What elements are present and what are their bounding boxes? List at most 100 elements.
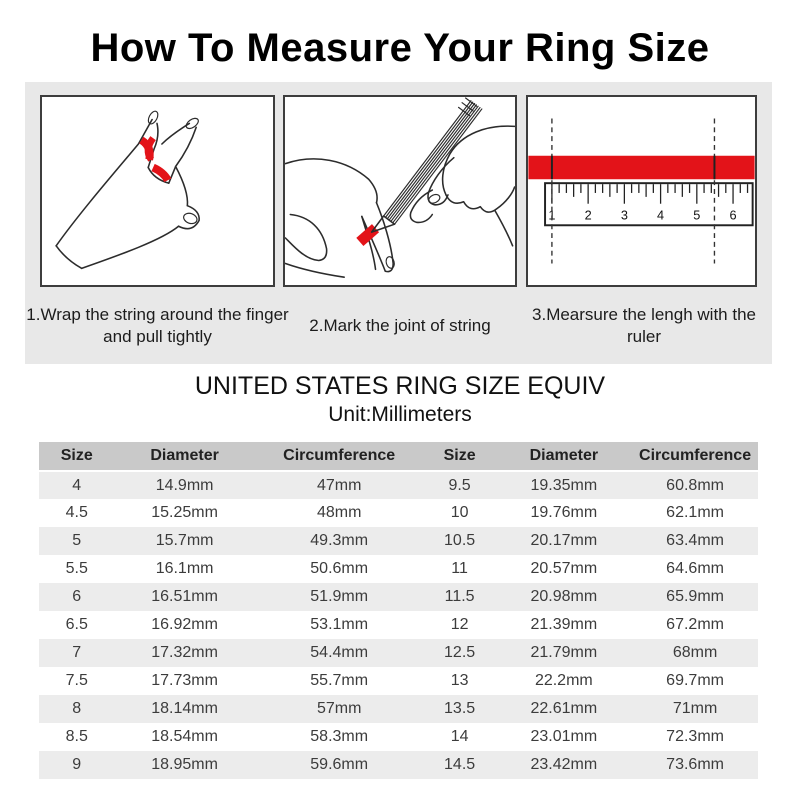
- table-cell: 10: [450, 504, 469, 521]
- table-cell: 7.5: [65, 672, 88, 689]
- table-cell: 20.98mm: [495, 583, 633, 611]
- table-cell: 23.42mm: [495, 751, 633, 779]
- table-row: 7 17.32mm 54.4mm 12.5 21.79mm 68mm: [39, 639, 758, 667]
- table-cell: 18.95mm: [114, 751, 255, 779]
- table-row: 4 14.9mm 47mm 9.5 19.35mm 60.8mm: [39, 471, 758, 499]
- column-header: Diameter: [114, 442, 255, 472]
- table-cell: 23.01mm: [530, 728, 598, 745]
- table-cell: 14.5: [423, 751, 496, 779]
- table-cell: 4.5: [65, 504, 88, 521]
- table-cell: 65.9mm: [632, 583, 758, 611]
- table-cell: 20.57mm: [530, 560, 598, 577]
- step2-illustration-box: [283, 95, 517, 287]
- table-cell: 54.4mm: [254, 639, 424, 667]
- table-cell: 18.14mm: [114, 695, 255, 723]
- table-cell: 13.5: [423, 695, 496, 723]
- table-cell: 51.9mm: [254, 583, 424, 611]
- table-cell: 14: [450, 728, 469, 745]
- ruler-number: 4: [657, 207, 664, 222]
- table-cell: 64.6mm: [666, 560, 724, 577]
- table-cell: 22.2mm: [534, 672, 593, 689]
- table-cell: 7: [39, 639, 115, 667]
- table-cell: 19.35mm: [495, 471, 633, 499]
- table-cell: 15.25mm: [151, 504, 218, 521]
- step1-illustration-box: [40, 95, 275, 287]
- table-cell: 21.79mm: [495, 639, 633, 667]
- table-cell: 21.39mm: [530, 616, 598, 633]
- page-title: How To Measure Your Ring Size: [90, 26, 710, 70]
- table-cell: 49.3mm: [254, 527, 424, 555]
- step1-caption: 1.Wrap the string around the finger and …: [26, 304, 289, 346]
- table-cell: 55.7mm: [310, 672, 369, 689]
- table-cell: 73.6mm: [632, 751, 758, 779]
- table-cell: 16.51mm: [114, 583, 255, 611]
- table-cell: 62.1mm: [666, 504, 724, 521]
- table-row: 5.5 16.1mm 50.6mm 11 20.57mm 64.6mm: [39, 555, 758, 583]
- table-cell: 12: [450, 616, 469, 633]
- unit-label: Unit:Millimeters: [328, 403, 472, 426]
- table-cell: 63.4mm: [632, 527, 758, 555]
- table-cell: 11.5: [423, 583, 496, 611]
- table-cell: 19.76mm: [530, 504, 598, 521]
- table-cell: 8: [39, 695, 115, 723]
- table-cell: 11: [451, 560, 468, 577]
- table-cell: 8.5: [65, 728, 88, 745]
- table-cell: 71mm: [632, 695, 758, 723]
- table-row: 6 16.51mm 51.9mm 11.5 20.98mm 65.9mm: [39, 583, 758, 611]
- table-header: Size Diameter Circumference Size Diameter Cir…: [39, 442, 758, 472]
- ruler-illustration: 1 2 3 4 5 6: [528, 118, 755, 264]
- column-header: Circumference: [632, 442, 758, 472]
- table-cell: 14.9mm: [114, 471, 255, 499]
- hand-pen-illustration: [285, 97, 515, 278]
- ruler-body: [544, 182, 754, 227]
- table-cell: 57mm: [254, 695, 424, 723]
- table-cell: 60.8mm: [632, 471, 758, 499]
- table-row: 7.5 17.73mm 55.7mm 13 22.2mm 69.7mm: [39, 667, 758, 695]
- table-cell: 9.5: [423, 471, 496, 499]
- ruler-ticks: [551, 184, 749, 204]
- ruler-number: 6: [730, 207, 737, 222]
- table-row: 8.5 18.54mm 58.3mm 14 23.01mm 72.3mm: [39, 723, 758, 751]
- table-cell: 12.5: [423, 639, 496, 667]
- table-cell: 72.3mm: [666, 728, 724, 745]
- ruler-number: 5: [693, 207, 700, 222]
- ruler-number: 1: [548, 207, 555, 222]
- table-cell: 17.32mm: [114, 639, 255, 667]
- step3-caption: 3.Mearsure the lengh with the ruler: [532, 304, 756, 346]
- table-cell: 22.61mm: [495, 695, 633, 723]
- steps-panel: 1 2 3 4 5 6 1.Wrap the string around the fing…: [25, 82, 772, 364]
- table-cell: 16.1mm: [155, 560, 214, 577]
- table-row: 6.5 16.92mm 53.1mm 12 21.39mm 67.2mm: [39, 611, 758, 639]
- table-row: 8 18.14mm 57mm 13.5 22.61mm 71mm: [39, 695, 758, 723]
- table-cell: 59.6mm: [254, 751, 424, 779]
- table-cell: 58.3mm: [310, 728, 369, 745]
- table-cell: 13: [450, 672, 469, 689]
- table-cell: 6.5: [65, 616, 88, 633]
- ruler-numbers: 1 2 3 4 5 6: [548, 207, 736, 222]
- table-cell: 10.5: [423, 527, 496, 555]
- table-row: 5 15.7mm 49.3mm 10.5 20.17mm 63.4mm: [39, 527, 758, 555]
- table-cell: 20.17mm: [495, 527, 633, 555]
- table-cell: 53.1mm: [310, 616, 369, 633]
- table-row: 4.5 15.25mm 48mm 10 19.76mm 62.1mm: [39, 499, 758, 527]
- ruler-number: 2: [585, 207, 592, 222]
- table-cell: 17.73mm: [151, 672, 218, 689]
- table-cell: 47mm: [254, 471, 424, 499]
- ring-size-table: Size Diameter Circumference Size Diameter Cir…: [39, 442, 758, 779]
- table-cell: 5.5: [65, 560, 88, 577]
- ruler-number: 3: [621, 207, 628, 222]
- table-body: 4 14.9mm 47mm 9.5 19.35mm 60.8mm 4.5 15.25mm 48m…: [39, 471, 758, 779]
- hand-string-illustration: [55, 110, 200, 270]
- table-cell: 15.7mm: [114, 527, 255, 555]
- string-band: [528, 155, 755, 180]
- column-header: Size: [423, 442, 496, 472]
- table-cell: 18.54mm: [151, 728, 218, 745]
- step2-caption: 2.Mark the joint of string: [309, 315, 491, 335]
- table-cell: 6: [39, 583, 115, 611]
- table-cell: 68mm: [632, 639, 758, 667]
- table-cell: 48mm: [316, 504, 362, 521]
- column-header: Size: [39, 442, 115, 472]
- table-cell: 67.2mm: [666, 616, 724, 633]
- table-row: 9 18.95mm 59.6mm 14.5 23.42mm 73.6mm: [39, 751, 758, 779]
- table-cell: 9: [39, 751, 115, 779]
